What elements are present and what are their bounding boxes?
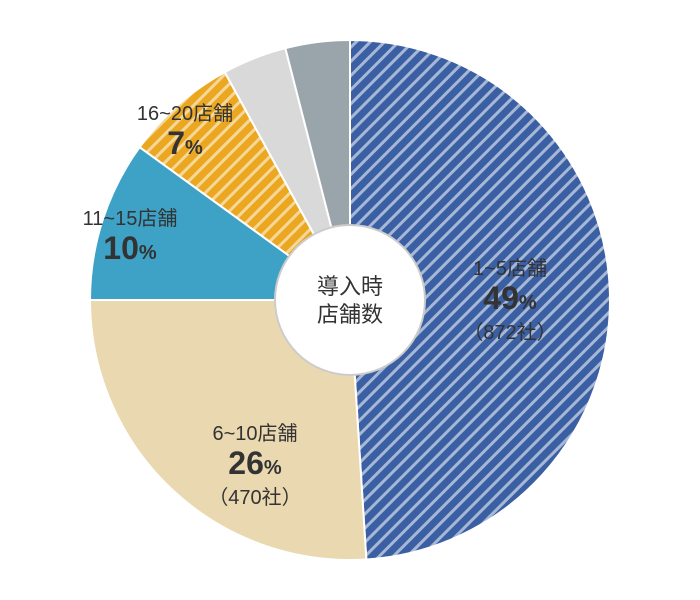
svg-text:6~10店舗: 6~10店舗: [212, 422, 297, 445]
center-label-line2: 店舗数: [317, 302, 383, 327]
center-circle: [275, 225, 425, 375]
svg-text:16~20店舗: 16~20店舗: [137, 102, 233, 125]
svg-text:1~5店舗: 1~5店舗: [473, 257, 547, 280]
svg-text:11~15店舗: 11~15店舗: [83, 207, 178, 230]
pie-chart-container: 導入時 店舗数 1~5店舗49%（872社）6~10店舗26%（470社）11~…: [0, 0, 700, 600]
svg-text:（470社）: （470社）: [208, 486, 301, 509]
svg-text:（872社）: （872社）: [463, 321, 556, 344]
pie-chart-svg: 導入時 店舗数 1~5店舗49%（872社）6~10店舗26%（470社）11~…: [0, 0, 700, 600]
center-label-line1: 導入時: [317, 274, 383, 299]
